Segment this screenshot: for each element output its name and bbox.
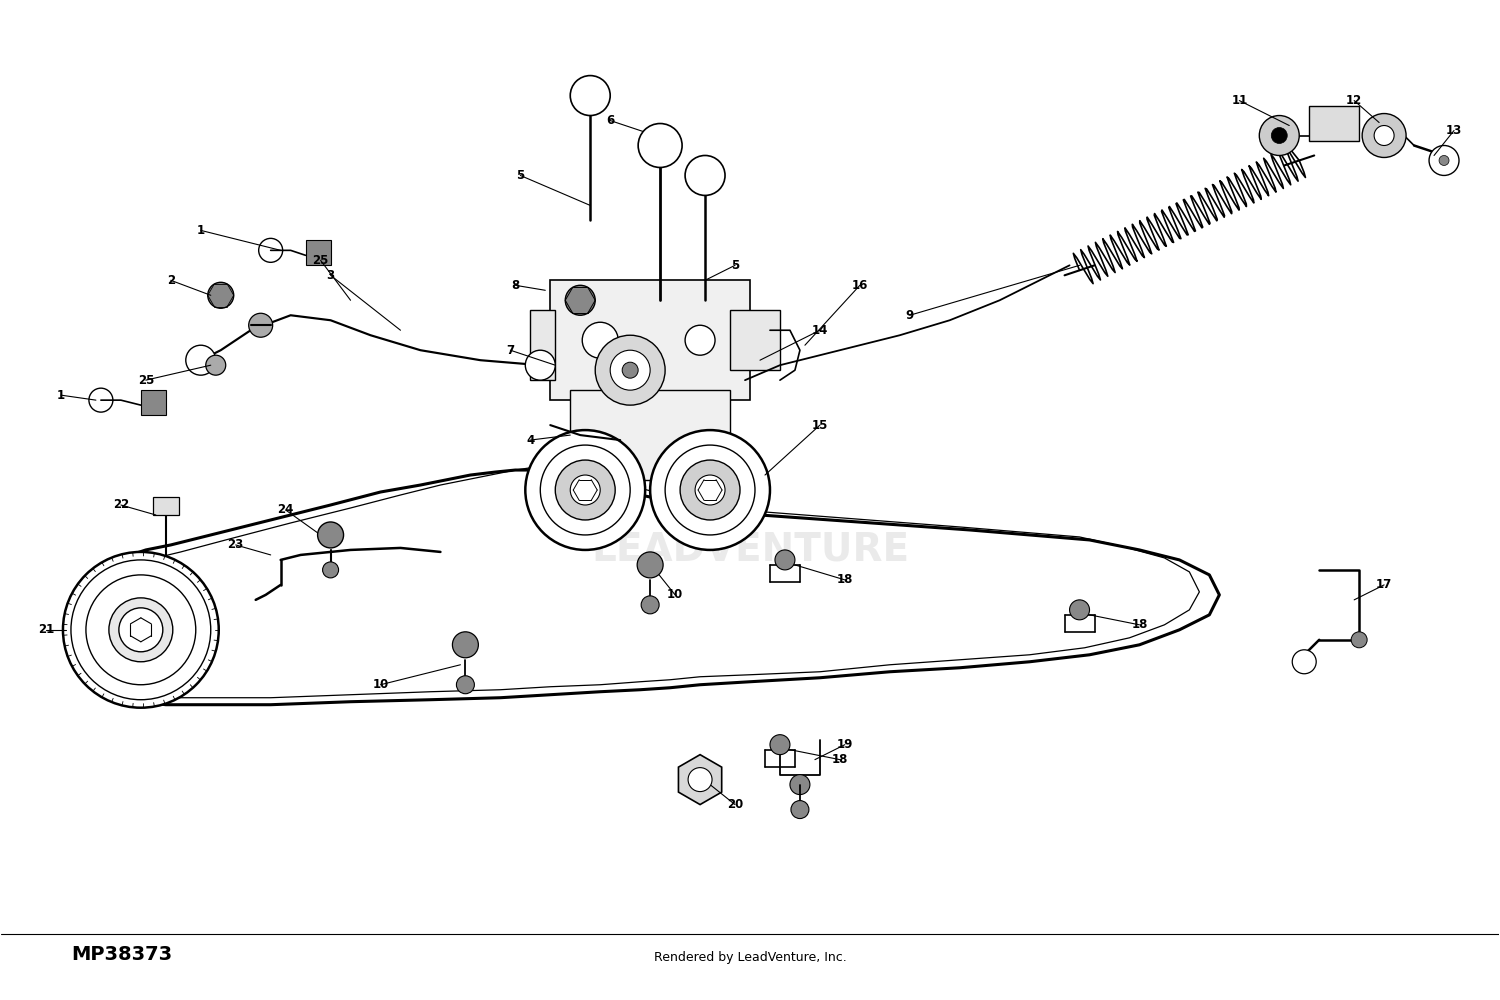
Bar — [1310, 106, 1359, 140]
Circle shape — [209, 282, 234, 308]
Text: 25: 25 — [312, 254, 328, 267]
Bar — [306, 240, 330, 265]
Circle shape — [686, 325, 716, 355]
Text: 18: 18 — [837, 573, 854, 586]
Circle shape — [453, 632, 478, 658]
Circle shape — [680, 460, 740, 520]
Circle shape — [525, 350, 555, 380]
Circle shape — [1260, 116, 1299, 155]
Circle shape — [640, 596, 658, 614]
Circle shape — [638, 552, 663, 578]
Text: 17: 17 — [1376, 578, 1392, 591]
Circle shape — [206, 355, 225, 375]
Text: 15: 15 — [812, 419, 828, 432]
Circle shape — [118, 608, 164, 652]
Circle shape — [570, 475, 600, 505]
Text: 5: 5 — [516, 169, 525, 182]
Circle shape — [110, 598, 172, 662]
Text: 1: 1 — [57, 389, 64, 402]
Circle shape — [86, 575, 196, 685]
Circle shape — [555, 460, 615, 520]
Text: 7: 7 — [507, 344, 515, 357]
Circle shape — [686, 155, 724, 195]
Bar — [153, 497, 178, 515]
Bar — [570, 390, 730, 480]
Text: 16: 16 — [852, 279, 868, 292]
Circle shape — [70, 560, 210, 700]
Circle shape — [790, 801, 808, 819]
Circle shape — [1430, 145, 1460, 175]
Circle shape — [596, 335, 664, 405]
Circle shape — [610, 350, 650, 390]
Text: 3: 3 — [327, 269, 334, 282]
Text: LEADVENTURE: LEADVENTURE — [591, 531, 909, 569]
Text: 18: 18 — [1131, 618, 1148, 631]
Circle shape — [318, 522, 344, 548]
Circle shape — [88, 388, 112, 412]
Circle shape — [540, 445, 630, 535]
Circle shape — [582, 322, 618, 358]
Text: 6: 6 — [606, 114, 615, 127]
Text: Rendered by LeadVenture, Inc.: Rendered by LeadVenture, Inc. — [654, 951, 846, 964]
Text: 11: 11 — [1232, 94, 1248, 107]
Bar — [531, 310, 555, 380]
Circle shape — [570, 76, 610, 116]
Text: 12: 12 — [1346, 94, 1362, 107]
Bar — [550, 280, 750, 400]
Text: 8: 8 — [512, 279, 519, 292]
Text: 22: 22 — [112, 498, 129, 511]
Text: 18: 18 — [831, 753, 848, 766]
Text: 10: 10 — [372, 678, 388, 691]
Circle shape — [776, 550, 795, 570]
Text: 14: 14 — [812, 324, 828, 337]
Circle shape — [1292, 650, 1316, 674]
Bar — [141, 390, 166, 415]
Circle shape — [1272, 128, 1287, 143]
Text: 10: 10 — [668, 588, 682, 601]
Circle shape — [664, 445, 754, 535]
Text: 9: 9 — [906, 309, 914, 322]
Circle shape — [258, 238, 282, 262]
Text: 21: 21 — [38, 623, 54, 636]
Polygon shape — [678, 755, 722, 805]
Circle shape — [790, 775, 810, 795]
Text: 2: 2 — [166, 274, 176, 287]
Circle shape — [525, 430, 645, 550]
Circle shape — [1362, 114, 1406, 157]
Circle shape — [1352, 632, 1366, 648]
Circle shape — [566, 285, 596, 315]
Circle shape — [650, 430, 770, 550]
Text: 1: 1 — [196, 224, 206, 237]
Circle shape — [63, 552, 219, 708]
Text: 23: 23 — [228, 538, 244, 551]
Text: 24: 24 — [278, 503, 294, 516]
Text: 20: 20 — [728, 798, 742, 811]
Text: 19: 19 — [837, 738, 854, 751]
Circle shape — [249, 313, 273, 337]
Circle shape — [1374, 126, 1394, 145]
Circle shape — [1438, 155, 1449, 165]
Text: 25: 25 — [138, 374, 154, 387]
Circle shape — [1070, 600, 1089, 620]
Circle shape — [770, 735, 790, 755]
Text: 4: 4 — [526, 434, 534, 447]
Circle shape — [688, 768, 712, 792]
Circle shape — [622, 362, 638, 378]
Circle shape — [186, 345, 216, 375]
Circle shape — [694, 475, 724, 505]
Bar — [730, 310, 780, 370]
Circle shape — [638, 124, 682, 167]
Text: 5: 5 — [730, 259, 740, 272]
Text: 13: 13 — [1446, 124, 1462, 137]
Circle shape — [322, 562, 339, 578]
Circle shape — [456, 676, 474, 694]
Text: MP38373: MP38373 — [70, 945, 172, 964]
